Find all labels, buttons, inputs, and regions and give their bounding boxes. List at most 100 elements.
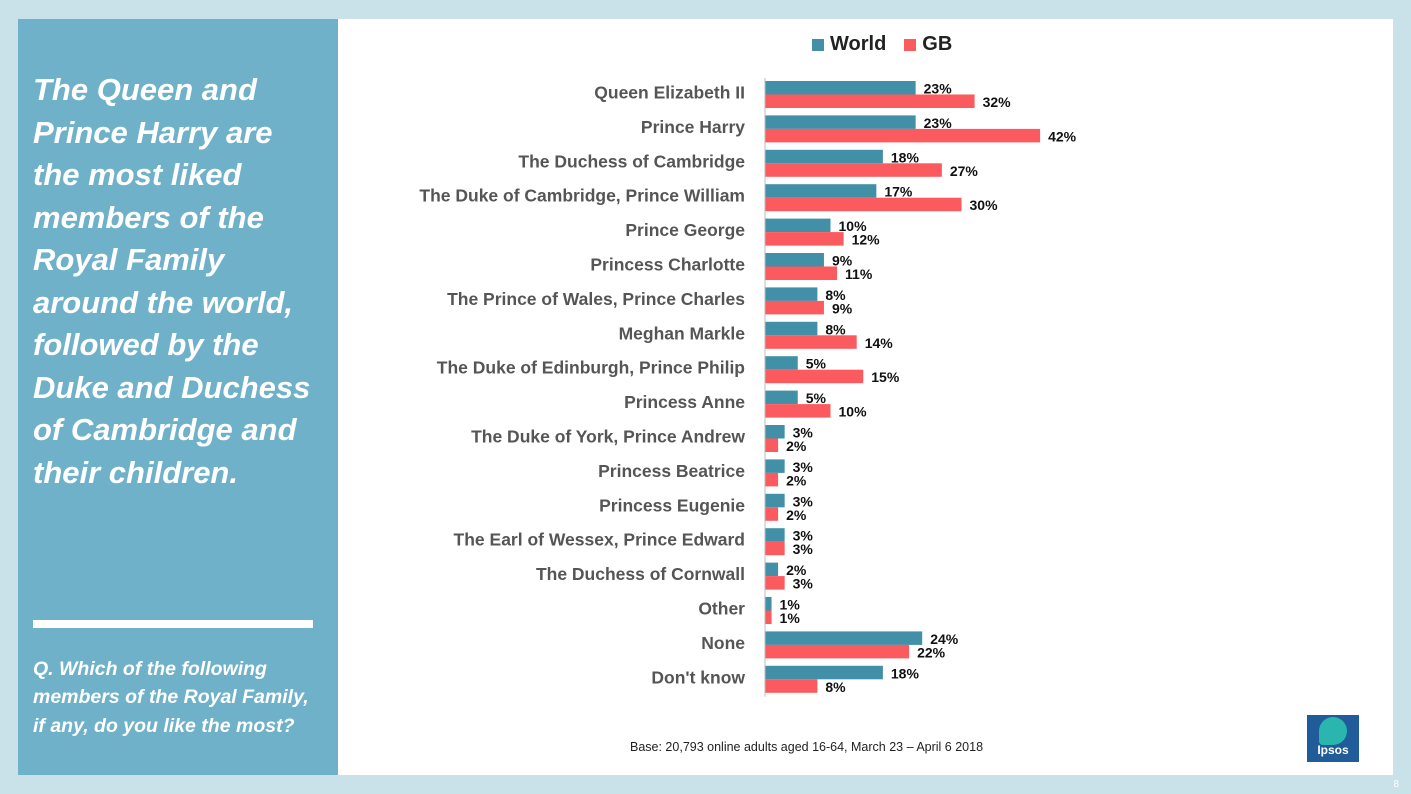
- category-group: The Duke of York, Prince Andrew 3%2%: [471, 425, 813, 455]
- category-label: Princess Charlotte: [590, 255, 745, 275]
- data-label-gb: 42%: [1048, 128, 1077, 144]
- bar-gb: [765, 197, 962, 212]
- left-panel: The Queen and Prince Harry are the most …: [18, 19, 338, 775]
- data-label-gb: 2%: [786, 472, 807, 488]
- data-label-gb: 14%: [865, 335, 894, 351]
- data-label-gb: 15%: [871, 369, 900, 385]
- category-group: Meghan Markle 8% 14%: [619, 321, 894, 351]
- data-label-world: 1%: [780, 597, 801, 613]
- data-label-gb: 2%: [786, 507, 807, 523]
- bar-world: [765, 631, 923, 645]
- data-label-world: 3%: [793, 528, 814, 544]
- data-label-world: 10%: [839, 218, 868, 234]
- bar-world: [765, 665, 883, 680]
- bar-gb: [765, 644, 910, 659]
- data-label-world: 8%: [825, 287, 846, 303]
- data-label-world: 18%: [891, 149, 920, 165]
- logo-text: Ipsos: [1317, 743, 1349, 757]
- category-label: Don't know: [651, 667, 745, 687]
- page-number: 8: [1393, 779, 1399, 790]
- category-group: The Duke of Cambridge, Prince William 17%…: [419, 184, 998, 214]
- category-label: Queen Elizabeth II: [594, 83, 745, 103]
- category-label: None: [701, 633, 745, 653]
- category-group: The Duchess of Cornwall 2%3%: [536, 562, 813, 592]
- category-label: Princess Beatrice: [598, 461, 745, 481]
- bar-world: [765, 321, 818, 336]
- bar-world: [765, 493, 785, 508]
- data-label-gb: 27%: [950, 163, 979, 179]
- bar-gb: [765, 232, 844, 246]
- data-label-gb: 2%: [786, 438, 807, 454]
- data-label-gb: 22%: [917, 644, 946, 660]
- bar-world: [765, 81, 916, 95]
- category-label: Meghan Markle: [619, 323, 746, 343]
- bar-world: [765, 597, 772, 611]
- data-label-gb: 1%: [780, 610, 801, 626]
- bar-gb: [765, 404, 831, 418]
- category-label: The Duke of York, Prince Andrew: [471, 427, 745, 447]
- category-label: The Duke of Cambridge, Prince William: [419, 186, 745, 206]
- bar-world: [765, 253, 824, 267]
- bar-gb: [765, 679, 818, 693]
- legend-label-gb: GB: [922, 33, 953, 55]
- category-label: The Duke of Edinburgh, Prince Philip: [437, 358, 745, 378]
- legend-item-world: World: [812, 33, 886, 56]
- bar-gb: [765, 94, 975, 108]
- data-label-world: 9%: [832, 253, 853, 269]
- bar-world: [765, 218, 831, 233]
- category-group: Prince George 10%12%: [625, 218, 880, 248]
- data-label-world: 3%: [793, 425, 814, 441]
- data-label-gb: 30%: [970, 197, 999, 213]
- category-group: The Duke of Edinburgh, Prince Philip 5% 15…: [437, 356, 900, 386]
- bar-world: [765, 390, 798, 405]
- data-label-world: 5%: [806, 356, 827, 372]
- data-label-gb: 3%: [793, 541, 814, 557]
- bar-world: [765, 425, 785, 439]
- data-label-world: 5%: [806, 390, 827, 406]
- bar-gb: [765, 128, 1041, 143]
- bar-world: [765, 149, 883, 164]
- bar-gb: [765, 610, 772, 624]
- bar-chart: Queen Elizabeth II 23% 32% Prince Harry 23% 4…: [419, 78, 1077, 697]
- category-group: The Earl of Wessex, Prince Edward 3%3%: [454, 528, 814, 558]
- data-label-gb: 8%: [825, 679, 846, 695]
- chart-legend: World GB: [812, 33, 970, 56]
- category-group: The Prince of Wales, Prince Charles 8%9%: [447, 287, 853, 317]
- bar-gb: [765, 507, 779, 521]
- data-label-gb: 11%: [845, 266, 873, 282]
- category-label: Princess Anne: [624, 392, 745, 412]
- category-group: Princess Beatrice 3%2%: [598, 459, 813, 489]
- data-label-world: 18%: [891, 665, 920, 681]
- headline: The Queen and Prince Harry are the most …: [33, 72, 311, 490]
- data-label-world: 3%: [793, 493, 814, 509]
- bar-world: [765, 115, 916, 129]
- data-label-world: 3%: [793, 459, 814, 475]
- divider: [33, 620, 313, 628]
- logo-mark-icon: [1319, 717, 1347, 745]
- category-group: Don't know 18% 8%: [651, 665, 919, 695]
- category-label: The Earl of Wessex, Prince Edward: [454, 530, 745, 550]
- data-label-world: 23%: [924, 115, 953, 131]
- data-label-gb: 32%: [983, 94, 1012, 110]
- data-label-gb: 9%: [832, 300, 853, 316]
- legend-label-world: World: [830, 33, 887, 55]
- legend-swatch-world: [812, 38, 824, 51]
- category-group: Princess Anne 5% 10%: [624, 390, 867, 420]
- bar-world: [765, 184, 877, 198]
- question-text: Q. Which of the following members of the…: [33, 658, 309, 737]
- legend-swatch-gb: [904, 38, 917, 51]
- bar-gb: [765, 163, 942, 177]
- category-group: Other 1%1%: [698, 597, 800, 627]
- data-label-gb: 3%: [793, 576, 814, 592]
- bar-gb: [765, 541, 785, 556]
- data-label-gb: 12%: [852, 232, 881, 248]
- category-label: The Duchess of Cambridge: [518, 151, 745, 171]
- bar-gb: [765, 576, 785, 590]
- bar-world: [765, 562, 779, 577]
- category-group: Prince Harry 23% 42%: [641, 115, 1077, 144]
- category-group: Princess Eugenie 3%2%: [599, 493, 813, 523]
- category-group: Queen Elizabeth II 23% 32%: [594, 81, 1011, 111]
- category-label: Prince George: [625, 220, 745, 240]
- category-group: Princess Charlotte 9%11%: [590, 253, 872, 283]
- category-label: The Prince of Wales, Prince Charles: [447, 289, 745, 309]
